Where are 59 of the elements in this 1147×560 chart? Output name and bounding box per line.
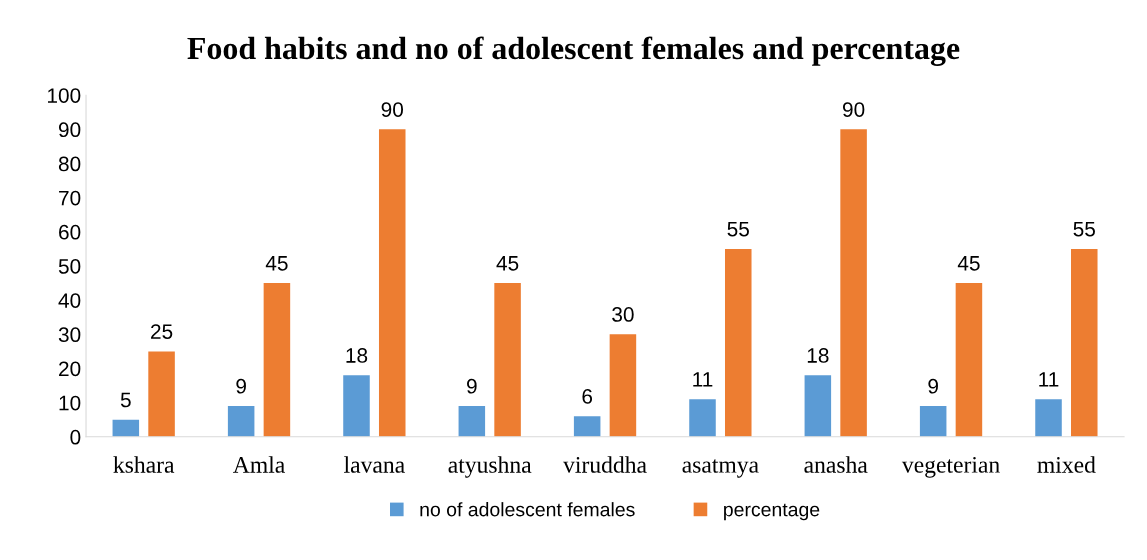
x-tick-label: anasha: [804, 456, 868, 473]
bar: [1035, 399, 1062, 437]
bar: [1071, 248, 1098, 437]
bar: [148, 351, 175, 437]
x-tick-label: vegeterian: [901, 456, 1000, 478]
data-label: 11: [693, 372, 713, 387]
data-label: 45: [496, 256, 519, 271]
bar: [804, 375, 832, 437]
bar: [378, 129, 406, 437]
bar: [458, 406, 486, 437]
y-tick-label: 40: [58, 293, 81, 308]
bar: [609, 334, 637, 437]
bar: [724, 248, 752, 437]
y-tick-label: 10: [59, 395, 81, 411]
y-tick-label: 100: [48, 88, 81, 103]
y-tick-label: 60: [59, 224, 81, 240]
bar: [840, 129, 867, 437]
bar: [227, 406, 255, 437]
data-label: 5: [120, 392, 131, 408]
data-label: 6: [582, 389, 593, 404]
y-tick-label: 80: [58, 156, 81, 172]
bar: [112, 419, 140, 437]
data-label: 55: [727, 221, 749, 237]
x-tick-label: viruddha: [563, 456, 647, 473]
data-label: 55: [1073, 221, 1095, 237]
x-tick-label: asatmya: [682, 459, 759, 478]
data-label: 45: [265, 256, 288, 271]
data-label: 11: [1039, 372, 1059, 387]
data-label: 45: [957, 256, 980, 271]
x-tick-label: lavana: [344, 456, 405, 473]
legend-label: no of adolescent females: [420, 502, 635, 517]
x-tick-label: kshara: [113, 456, 175, 473]
data-label: 30: [612, 307, 634, 322]
data-label: 25: [151, 324, 173, 339]
data-label: 18: [346, 348, 368, 363]
chart-title: Food habits and no of adolescent females and percentage: [187, 36, 960, 66]
y-tick-label: 90: [58, 122, 81, 138]
data-label: 9: [928, 378, 938, 394]
y-tick-label: 30: [58, 327, 81, 343]
bar: [494, 283, 521, 437]
x-tick-label: Amla: [233, 456, 285, 473]
bar: [955, 283, 983, 437]
data-label: 90: [381, 102, 404, 117]
data-label: 9: [467, 378, 477, 394]
bar: [689, 399, 716, 437]
legend-label: percentage: [724, 503, 820, 521]
y-tick-label: 50: [58, 259, 81, 274]
y-tick-label: 20: [59, 361, 81, 377]
x-tick-label: atyushna: [448, 456, 532, 478]
data-label: 18: [807, 348, 829, 363]
bar: [919, 406, 947, 437]
y-tick-label: 70: [59, 190, 81, 206]
bar: [343, 375, 370, 437]
data-label: 9: [236, 378, 246, 394]
bar: [263, 283, 291, 437]
y-tick-label: 0: [70, 429, 81, 445]
data-label: 90: [842, 102, 865, 117]
bar: [573, 416, 601, 437]
x-tick-label: mixed: [1037, 456, 1096, 473]
